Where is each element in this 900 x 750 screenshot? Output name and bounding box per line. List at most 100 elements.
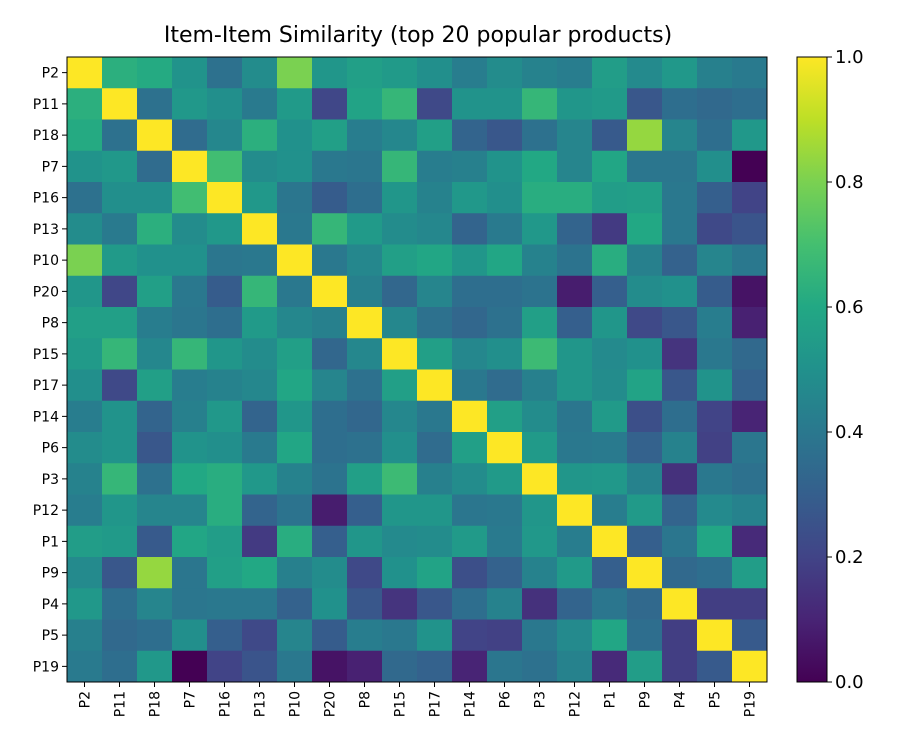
heatmap-cell-P10-P19 (732, 244, 768, 277)
heatmap-cell-P14-P4 (662, 400, 698, 433)
heatmap-cell-P15-P16 (207, 338, 243, 370)
heatmap-cell-P3-P5 (697, 463, 733, 495)
heatmap-cell-P20-P2 (67, 275, 103, 308)
heatmap-cell-P14-P8 (347, 400, 383, 433)
heatmap-cell-P10-P18 (137, 244, 173, 277)
heatmap-cell-P17-P8 (347, 369, 383, 402)
heatmap-cell-P7-P7 (172, 150, 208, 183)
heatmap-cell-P7-P1 (592, 150, 628, 183)
heatmap-cell-P12-P2 (67, 494, 103, 527)
heatmap-cell-P5-P20 (312, 619, 348, 652)
heatmap-cell-P13-P11 (102, 213, 138, 245)
heatmap-cell-P5-P10 (277, 619, 313, 652)
heatmap-cell-P14-P13 (242, 400, 278, 433)
y-axis-ticks: P2 P11 P18 P7 P16 P13 P10 P20 P8 P15 P17 P14 P6 P3 P12… (33, 66, 67, 675)
heatmap-cell-P16-P20 (312, 182, 348, 214)
heatmap-cell-P11-P17 (417, 88, 453, 120)
heatmap-cell-P5-P13 (242, 619, 278, 652)
heatmap-cell-P12-P11 (102, 494, 138, 527)
heatmap-cell-P11-P3 (522, 88, 558, 120)
heatmap-cell-P6-P14 (452, 432, 488, 464)
heatmap-cell-P8-P18 (137, 307, 173, 339)
x-tick-label-P19: P19 (743, 691, 759, 717)
heatmap-cell-P15-P2 (67, 338, 103, 370)
heatmap-cell-P13-P19 (732, 213, 768, 245)
heatmap-cell-P19-P11 (102, 650, 138, 683)
heatmap-cell-P18-P11 (102, 119, 138, 152)
heatmap-cell-P20-P4 (662, 275, 698, 308)
y-tick-label-P2: P2 (42, 66, 59, 82)
chart-title: Item-Item Similarity (top 20 popular pro… (164, 23, 672, 48)
heatmap-cell-P8-P10 (277, 307, 313, 339)
heatmap-cell-P4-P16 (207, 588, 243, 620)
heatmap-cell-P10-P12 (557, 244, 593, 277)
heatmap-cell-P4-P18 (137, 588, 173, 620)
heatmap-cell-P6-P11 (102, 432, 138, 464)
heatmap-cell-P3-P18 (137, 463, 173, 495)
heatmap-cell-P3-P16 (207, 463, 243, 495)
heatmap-cell-P5-P6 (487, 619, 523, 652)
x-tick-label-P5: P5 (708, 691, 724, 708)
heatmap-cell-P13-P6 (487, 213, 523, 245)
x-tick-label-P15: P15 (393, 691, 409, 717)
heatmap-cell-P19-P16 (207, 650, 243, 683)
y-tick-label-P11: P11 (33, 97, 59, 113)
heatmap-cell-P16-P10 (277, 182, 313, 214)
heatmap-cell-P20-P13 (242, 275, 278, 308)
heatmap-cell-P6-P6 (487, 432, 523, 464)
heatmap-cell-P4-P3 (522, 588, 558, 620)
heatmap-cell-P4-P17 (417, 588, 453, 620)
heatmap-cell-P1-P6 (487, 525, 523, 558)
heatmap-cell-P7-P13 (242, 150, 278, 183)
heatmap-cell-P13-P9 (627, 213, 663, 245)
heatmap-cell-P4-P13 (242, 588, 278, 620)
heatmap-cell-P1-P7 (172, 525, 208, 558)
heatmap-cell-P19-P7 (172, 650, 208, 683)
colorbar-tick-label: 0.2 (835, 547, 864, 568)
heatmap-cell-P9-P13 (242, 557, 278, 589)
heatmap-cell-P1-P8 (347, 525, 383, 558)
heatmap-cell-P11-P2 (67, 88, 103, 120)
heatmap-cell-P15-P18 (137, 338, 173, 370)
heatmap-cell-P16-P6 (487, 182, 523, 214)
heatmap-cell-P16-P2 (67, 182, 103, 214)
heatmap-cell-P18-P17 (417, 119, 453, 152)
heatmap-cell-P3-P13 (242, 463, 278, 495)
heatmap-cell-P14-P3 (522, 400, 558, 433)
heatmap-cell-P11-P11 (102, 88, 138, 120)
heatmap-cell-P16-P11 (102, 182, 138, 214)
heatmap-cell-P18-P18 (137, 119, 173, 152)
heatmap-cell-P11-P20 (312, 88, 348, 120)
heatmap-cell-P1-P9 (627, 525, 663, 558)
heatmap-cell-P12-P3 (522, 494, 558, 527)
heatmap-cell-P1-P4 (662, 525, 698, 558)
heatmap-cell-P7-P10 (277, 150, 313, 183)
heatmap-cell-P7-P5 (697, 150, 733, 183)
heatmap-cell-P16-P16 (207, 182, 243, 214)
heatmap-cell-P2-P4 (662, 57, 698, 89)
heatmap-cell-P10-P6 (487, 244, 523, 277)
heatmap-cell-P3-P6 (487, 463, 523, 495)
heatmap-cell-P2-P5 (697, 57, 733, 89)
heatmap-cell-P1-P19 (732, 525, 768, 558)
heatmap-cell-P19-P19 (732, 650, 768, 683)
heatmap-cell-P12-P17 (417, 494, 453, 527)
heatmap-cell-P3-P20 (312, 463, 348, 495)
heatmap-cell-P2-P9 (627, 57, 663, 89)
heatmap-cell-P14-P5 (697, 400, 733, 433)
heatmap-cell-P13-P10 (277, 213, 313, 245)
heatmap-cell-P6-P12 (557, 432, 593, 464)
heatmap-cell-P20-P3 (522, 275, 558, 308)
heatmap-cell-P10-P17 (417, 244, 453, 277)
heatmap-cell-P7-P17 (417, 150, 453, 183)
heatmap-cell-P14-P6 (487, 400, 523, 433)
colorbar-gradient (796, 56, 828, 683)
heatmap-cell-P8-P16 (207, 307, 243, 339)
x-tick-label-P6: P6 (498, 691, 514, 708)
heatmap-cell-P19-P18 (137, 650, 173, 683)
heatmap-cell-P15-P6 (487, 338, 523, 370)
heatmap-cell-P8-P5 (697, 307, 733, 339)
y-tick-label-P8: P8 (42, 316, 59, 332)
heatmap-cell-P16-P4 (662, 182, 698, 214)
y-tick-label-P17: P17 (33, 378, 59, 394)
